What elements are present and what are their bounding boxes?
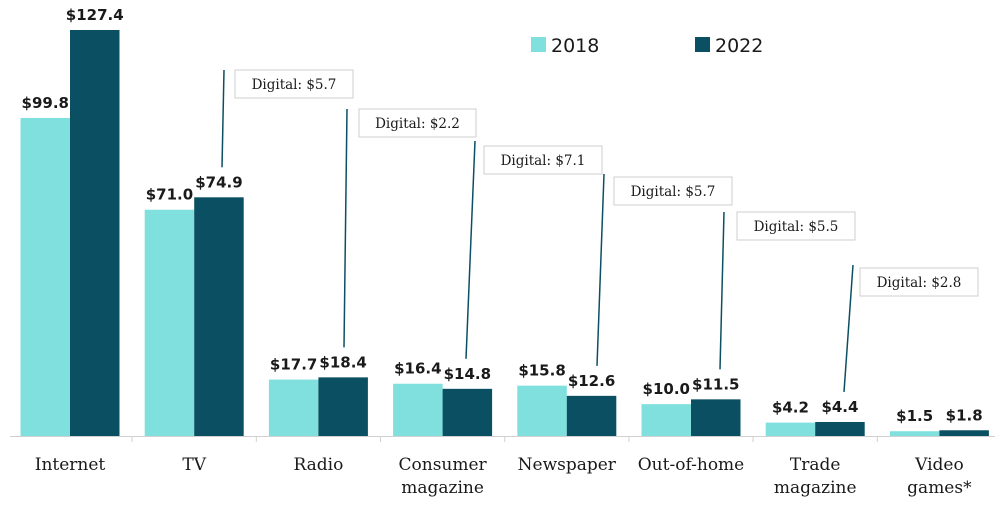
category-label-2: Radio xyxy=(293,455,343,475)
data-label-2018-2: $17.7 xyxy=(270,356,317,374)
bar-2022-3 xyxy=(442,388,493,436)
data-label-2022-4: $12.6 xyxy=(568,372,615,390)
annotation-leader-5 xyxy=(843,264,854,393)
legend-swatch-0 xyxy=(531,37,546,52)
annotation-box-3 xyxy=(613,176,733,206)
bar-2018-5 xyxy=(641,404,691,436)
bar-2022-5 xyxy=(691,399,741,436)
bar-2022-4 xyxy=(566,395,617,436)
annotation-text-3: Digital: $5.7 xyxy=(631,184,716,200)
data-label-2018-4: $15.8 xyxy=(518,362,565,380)
category-label-line: TV xyxy=(182,455,206,475)
legend-label-0: 2018 xyxy=(551,35,599,57)
data-label-2018-0: $99.8 xyxy=(22,94,69,112)
annotation-text-1: Digital: $2.2 xyxy=(375,116,460,132)
bar-2022-6 xyxy=(815,421,865,436)
data-label-2022-6: $4.4 xyxy=(821,398,858,416)
bar-2018-3 xyxy=(393,383,443,436)
annotation-box-1 xyxy=(358,108,477,138)
annotation-text-4: Digital: $5.5 xyxy=(754,219,839,235)
data-label-2022-7: $1.8 xyxy=(946,406,983,424)
annotation-box-2 xyxy=(483,145,603,175)
category-label-line: Radio xyxy=(293,455,343,475)
category-label-7: Video games* xyxy=(907,455,972,498)
bar-2018-4 xyxy=(517,385,567,436)
bar-2022-7 xyxy=(939,430,989,436)
category-label-line: magazine xyxy=(401,478,484,498)
legend-swatch-1 xyxy=(695,37,710,52)
annotation-leader-0 xyxy=(221,69,225,168)
annotation-box-4 xyxy=(736,211,856,241)
data-label-2018-1: $71.0 xyxy=(146,186,193,204)
category-label-5: Out-of-home xyxy=(638,455,745,475)
data-label-2018-5: $10.0 xyxy=(643,380,690,398)
annotation-leader-2 xyxy=(465,140,476,359)
category-label-line: Internet xyxy=(35,455,106,475)
bar-2022-2 xyxy=(318,377,368,436)
category-label-line: magazine xyxy=(774,478,857,498)
data-label-2022-5: $11.5 xyxy=(692,375,739,393)
data-label-2022-0: $127.4 xyxy=(66,6,124,24)
data-label-2018-6: $4.2 xyxy=(772,399,809,417)
category-label-line: Video xyxy=(914,455,964,475)
data-label-2018-7: $1.5 xyxy=(896,407,933,425)
data-label-2018-3: $16.4 xyxy=(394,360,441,378)
category-label-1: TV xyxy=(182,455,206,475)
annotation-text-2: Digital: $7.1 xyxy=(501,153,586,169)
data-label-2022-2: $18.4 xyxy=(319,353,366,371)
category-label-line: Newspaper xyxy=(518,455,617,475)
annotation-text-0: Digital: $5.7 xyxy=(252,77,337,93)
data-label-2022-3: $14.8 xyxy=(444,365,491,383)
annotation-leader-3 xyxy=(596,173,605,366)
data-label-2022-1: $74.9 xyxy=(195,173,242,191)
category-label-line: Trade xyxy=(790,455,841,475)
bar-2018-1 xyxy=(144,209,195,436)
annotation-text-5: Digital: $2.8 xyxy=(877,275,962,291)
annotation-box-5 xyxy=(859,267,979,297)
category-label-3: Consumer magazine xyxy=(399,455,488,498)
annotation-leader-4 xyxy=(719,211,725,370)
annotation-box-0 xyxy=(234,69,354,99)
category-label-4: Newspaper xyxy=(518,455,617,475)
bar-2022-1 xyxy=(194,197,244,436)
category-label-line: Out-of-home xyxy=(638,455,745,475)
category-label-line: Consumer xyxy=(399,455,488,475)
bar-2018-0 xyxy=(20,117,70,436)
bar-2018-6 xyxy=(765,422,816,436)
bar-2018-7 xyxy=(889,431,940,436)
bar-2018-2 xyxy=(268,379,319,436)
legend-label-1: 2022 xyxy=(715,35,763,57)
category-label-line: games* xyxy=(907,478,972,498)
category-label-0: Internet xyxy=(35,455,106,475)
annotation-leader-1 xyxy=(343,108,348,348)
bar-2022-0 xyxy=(70,30,120,436)
category-label-6: Trade magazine xyxy=(774,455,857,498)
